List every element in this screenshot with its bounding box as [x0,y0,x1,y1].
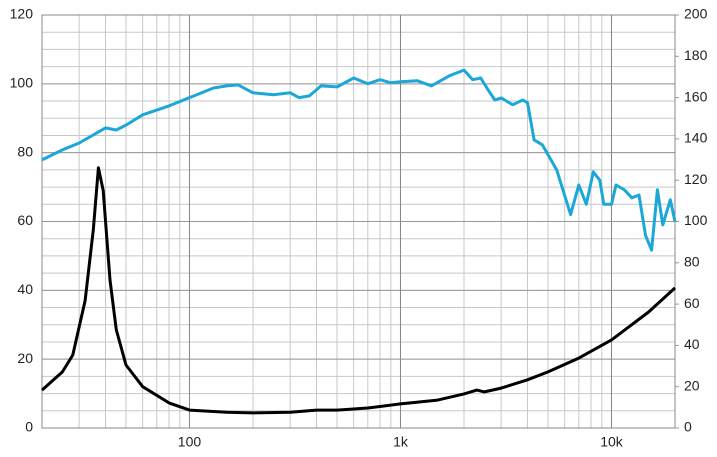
series-line [41,166,677,415]
series-line [41,68,677,252]
y2-tick-label: 200 [684,6,708,22]
y2-tick-label: 20 [684,377,700,393]
y2-tick-label: 120 [684,171,708,187]
x-tick-label: 100 [178,434,202,450]
x-tick-label: 10k [600,434,624,450]
y-tick-label: 80 [17,143,33,159]
y2-tick-label: 0 [684,419,692,435]
y2-tick-label: 60 [684,295,700,311]
y-tick-label: 60 [17,212,33,228]
y-tick-label: 100 [10,75,34,91]
y-tick-label: 20 [17,350,33,366]
y-tick-label: 0 [25,419,33,435]
x-tick-label: 1k [393,434,409,450]
y2-tick-label: 140 [684,130,708,146]
y2-tick-label: 100 [684,212,708,228]
y2-tick-label: 180 [684,47,708,63]
y2-tick-label: 80 [684,254,700,270]
y-tick-label: 40 [17,281,33,297]
y2-tick-label: 40 [684,336,700,352]
y2-tick-label: 160 [684,88,708,104]
y-tick-label: 120 [10,6,34,22]
